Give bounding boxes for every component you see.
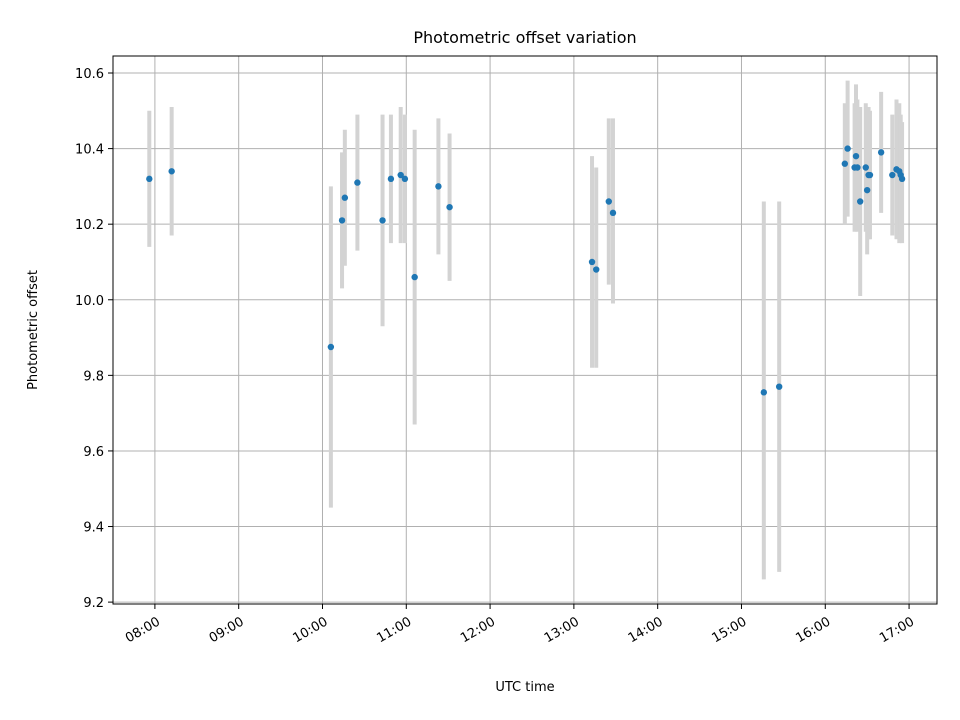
data-point: [341, 194, 349, 201]
y-tick-label: 9.6: [83, 445, 104, 460]
data-point: [775, 383, 783, 390]
x-tick-label: 13:00: [542, 614, 582, 646]
data-point: [760, 389, 768, 396]
data-point: [446, 203, 453, 211]
x-tick-label: 12:00: [458, 614, 498, 646]
x-tick-label: 15:00: [710, 614, 750, 646]
x-axis-label: UTC time: [495, 680, 554, 695]
y-axis-label: Photometric offset: [26, 270, 41, 390]
data-point: [327, 343, 335, 351]
y-tick-label: 9.8: [83, 369, 104, 384]
data-point: [866, 171, 874, 179]
data-point: [844, 145, 851, 152]
data-point: [854, 164, 861, 171]
data-point: [588, 258, 596, 266]
x-tick-label: 16:00: [793, 614, 833, 646]
data-point: [146, 175, 153, 183]
data-point: [354, 179, 361, 186]
data-point: [411, 273, 418, 281]
data-point: [338, 217, 346, 224]
data-point: [852, 152, 860, 160]
y-tick-label: 10.4: [75, 143, 104, 158]
error-bars: [147, 80, 905, 580]
x-tick-label: 17:00: [877, 614, 917, 646]
chart-title: Photometric offset variation: [413, 28, 636, 47]
y-tick-label: 9.4: [83, 521, 104, 536]
data-point: [379, 217, 386, 224]
data-point: [401, 175, 409, 183]
x-tick-label: 10:00: [291, 614, 331, 646]
data-point: [863, 186, 871, 194]
y-tick-label: 10.2: [75, 218, 104, 233]
data-point: [898, 175, 906, 183]
data-point: [168, 168, 175, 175]
data-point: [841, 160, 849, 167]
plot-frame: [112, 55, 938, 605]
x-axis-ticks: 08:00 09:00 10:00 11:00 12:00 13:00 14:00 15:00…: [123, 604, 917, 646]
x-tick-label: 08:00: [123, 614, 163, 646]
data-points: [146, 145, 906, 396]
data-point: [856, 198, 864, 205]
data-point: [435, 183, 442, 190]
data-point: [862, 164, 869, 171]
x-tick-label: 11:00: [374, 614, 414, 646]
data-point: [397, 171, 404, 179]
x-tick-label: 14:00: [626, 614, 666, 646]
data-point: [889, 171, 896, 179]
data-point: [605, 198, 612, 205]
y-tick-label: 10.6: [75, 67, 104, 82]
data-point: [387, 175, 395, 183]
x-tick-label: 09:00: [207, 614, 247, 646]
grid: [113, 56, 937, 604]
data-point: [609, 209, 617, 217]
y-axis-ticks: 9.2 9.4 9.6 9.8 10.0 10.2 10.4 10.6: [75, 67, 113, 611]
y-tick-label: 10.0: [75, 294, 104, 309]
data-point: [593, 266, 600, 273]
data-point: [877, 149, 885, 156]
y-tick-label: 9.2: [83, 596, 104, 611]
